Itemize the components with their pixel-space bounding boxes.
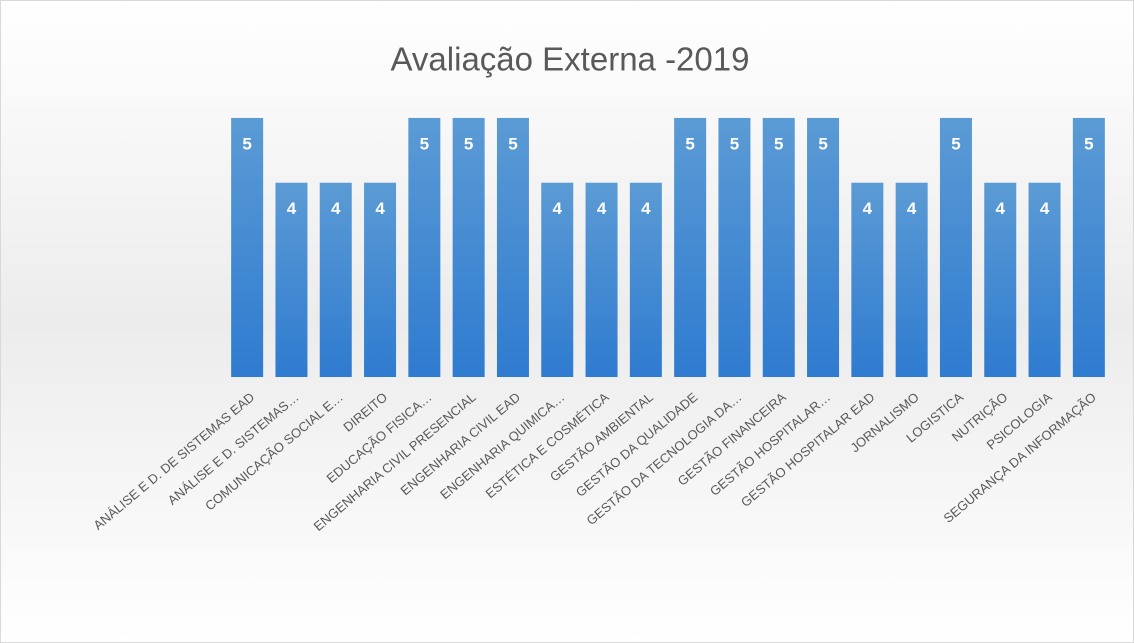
data-label: 5 [818,134,827,153]
data-label: 5 [774,134,783,153]
data-label: 4 [907,199,917,218]
data-label: 5 [242,134,251,153]
bar [1028,182,1061,377]
bar [452,117,485,377]
bar [629,182,662,377]
data-label: 4 [597,199,607,218]
bar [364,182,397,377]
data-label: 4 [641,199,651,218]
data-label: 4 [287,199,297,218]
bar [895,182,928,377]
chart-title: Avaliação Externa -2019 [391,41,750,78]
bar [231,117,264,377]
data-label: 5 [420,134,429,153]
bar [674,117,707,377]
bar [851,182,884,377]
bar [319,182,352,377]
bar [984,182,1017,377]
bar [1072,117,1105,377]
bar [496,117,529,377]
data-label: 5 [730,134,739,153]
bar [275,182,308,377]
bar [408,117,441,377]
bar [718,117,751,377]
data-label: 5 [464,134,473,153]
bar [762,117,795,377]
bar [585,182,618,377]
data-label: 5 [1084,134,1093,153]
data-label: 4 [331,199,341,218]
data-label: 5 [951,134,960,153]
data-label: 5 [508,134,517,153]
bar [807,117,840,377]
data-label: 4 [553,199,563,218]
data-label: 4 [996,199,1006,218]
bar [541,182,574,377]
data-label: 4 [863,199,873,218]
bar [939,117,972,377]
data-label: 4 [1040,199,1050,218]
data-label: 4 [375,199,385,218]
data-label: 5 [685,134,694,153]
